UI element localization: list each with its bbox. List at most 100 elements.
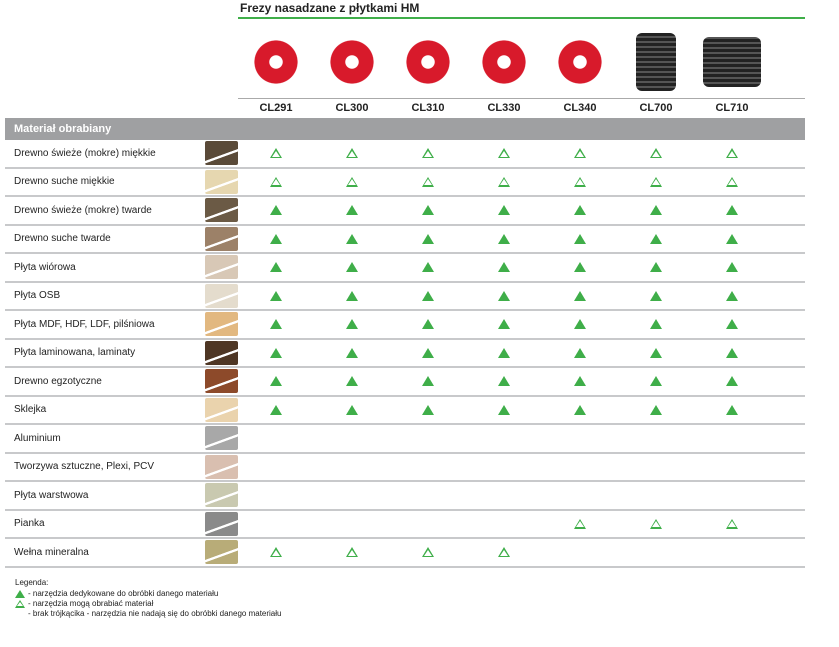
suitability-cell [542,205,618,216]
legend-none: - brak trójkącika - narzędzia nie nadają… [28,609,282,618]
title-underline [238,17,805,19]
suitability-cell [390,404,466,415]
suitability-cell [542,233,618,244]
filled-triangle-icon [270,262,282,273]
filled-triangle-icon [270,205,282,216]
outline-triangle-icon [498,148,510,159]
suitability-cell [238,205,314,216]
table-row: Drewno suche twarde [5,226,805,254]
outline-triangle-icon [650,176,662,187]
black-spiral-cylinder-icon [703,37,761,87]
suitability-cell [238,176,314,187]
suitability-cell [238,262,314,273]
black-spiral-cylinder-icon [636,33,676,91]
suitability-cell [618,319,694,330]
filled-triangle-icon [422,347,434,358]
tool-code: CL310 [411,102,445,114]
filled-triangle-icon [422,205,434,216]
outline-triangle-icon [422,176,434,187]
filled-triangle-icon [650,319,662,330]
filled-triangle-icon [15,590,25,598]
legend-outline: - narzędzia mogą obrabiać materiał [28,599,154,608]
filled-triangle-icon [346,262,358,273]
material-sample-image [205,169,238,194]
material-sample-image [205,483,238,508]
suitability-cell [390,376,466,387]
tool-code: CL330 [487,102,521,114]
filled-triangle-icon [346,233,358,244]
filled-triangle-icon [346,404,358,415]
suitability-cell [694,205,770,216]
suitability-cell [390,262,466,273]
material-label: Drewno egzotyczne [14,375,102,387]
filled-triangle-icon [422,376,434,387]
suitability-cell [390,547,466,558]
material-label: Aluminium [14,432,61,444]
filled-triangle-icon [726,404,738,415]
suitability-cell [314,290,390,301]
suitability-cell [542,148,618,159]
outline-triangle-icon [15,600,25,608]
suitability-cell [618,518,694,529]
outline-triangle-icon [346,148,358,159]
table-row: Sklejka [5,397,805,425]
red-cutter-head-icon [403,37,453,87]
outline-triangle-icon [346,547,358,558]
suitability-cell [466,262,542,273]
filled-triangle-icon [574,233,586,244]
outline-triangle-icon [726,176,738,187]
tool-code: CL340 [563,102,597,114]
filled-triangle-icon [726,233,738,244]
filled-triangle-icon [498,347,510,358]
suitability-cell [466,176,542,187]
material-sample-image [205,255,238,280]
suitability-cell [390,148,466,159]
suitability-cell [618,205,694,216]
outline-triangle-icon [650,148,662,159]
table-row: Płyta OSB [5,283,805,311]
outline-triangle-icon [574,518,586,529]
filled-triangle-icon [346,347,358,358]
suitability-cell [314,376,390,387]
filled-triangle-icon [270,290,282,301]
suitability-cell [694,347,770,358]
red-cutter-heads-icon [479,37,529,87]
filled-triangle-icon [498,290,510,301]
filled-triangle-icon [270,233,282,244]
filled-triangle-icon [498,404,510,415]
filled-triangle-icon [422,262,434,273]
suitability-cell [238,347,314,358]
suitability-cell [390,205,466,216]
filled-triangle-icon [422,290,434,301]
suitability-cell [314,148,390,159]
material-sample-image [205,312,238,337]
red-cutter-heads-icon [327,37,377,87]
filled-triangle-icon [346,205,358,216]
material-label: Płyta wiórowa [14,261,76,273]
material-sample-image [205,540,238,565]
table-row: Płyta wiórowa [5,254,805,283]
material-sample-image [205,198,238,223]
material-sample-image [205,141,238,166]
suitability-cell [694,376,770,387]
filled-triangle-icon [726,376,738,387]
suitability-cell [466,148,542,159]
material-label: Płyta OSB [14,290,61,302]
tool-code: CL710 [715,102,749,114]
suitability-cell [694,148,770,159]
filled-triangle-icon [346,319,358,330]
filled-triangle-icon [650,347,662,358]
tool-code: CL700 [639,102,673,114]
material-sample-image [205,283,238,308]
suitability-cell [466,404,542,415]
suitability-cell [618,233,694,244]
filled-triangle-icon [422,404,434,415]
material-table: Drewno świeże (mokre) miękkie Drewno such… [5,140,805,568]
suitability-cell [542,404,618,415]
table-row: Drewno świeże (mokre) miękkie [5,140,805,169]
divider [238,98,805,99]
red-spiral-cutters-icon [251,37,301,87]
filled-triangle-icon [726,290,738,301]
table-title: Frezy nasadzane z płytkami HM [240,1,420,15]
suitability-cell [238,547,314,558]
